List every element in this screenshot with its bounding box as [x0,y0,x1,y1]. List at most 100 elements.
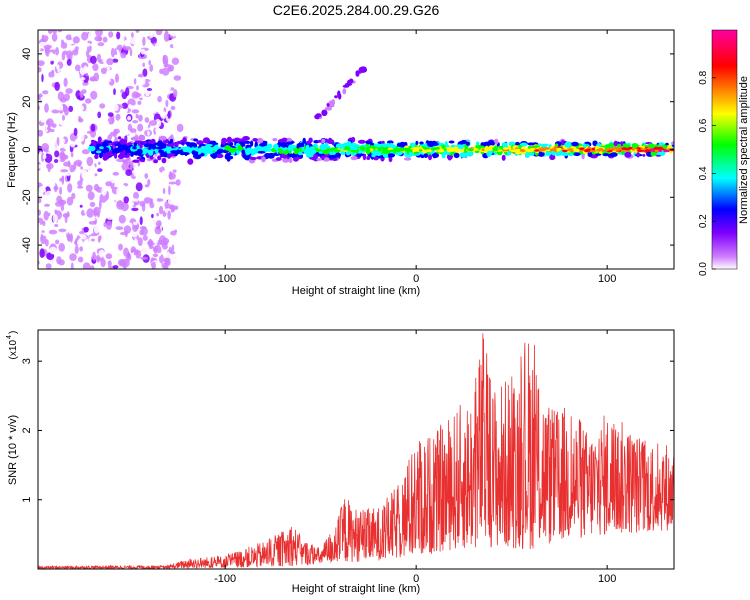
spectrogram-noise-cell [167,197,176,205]
spectrogram-noise-cell [79,105,84,111]
spectrogram-trace-cell [293,156,301,160]
spectrogram-noise-cell [118,214,126,224]
colorbar-label: Normalized spectral amplitude [738,76,750,224]
spectrogram-trace-cell [613,140,618,147]
spectrogram-noise-cell [136,85,139,91]
spectrogram-trace-cell [106,140,113,144]
spectrogram-core-cell [418,149,423,152]
spectrogram-trace-cell [155,148,159,154]
spectrogram-trace-cell [224,145,231,151]
spectrogram-noise-cell [150,50,155,58]
spectrogram-noise-cell [134,210,139,219]
spectrogram-trace-cell [631,143,639,148]
spectrogram-noise-cell [40,118,46,123]
spectrogram-y-label: Frequency (Hz) [6,112,18,188]
spectrogram-secondary-cell [342,88,347,95]
spectrogram-trace-cell [211,152,218,159]
spectrogram-noise-cell [125,30,133,36]
spectrogram-noise-cell [38,186,46,193]
spectrogram-noise-cell [95,82,100,92]
spectrogram-noise-cell [131,207,139,212]
spectrogram-trace-cell [333,149,341,153]
spectrogram-core-cell [378,146,386,150]
spectrogram-noise-cell [95,30,103,37]
spectrogram-noise-cell [97,111,102,119]
spectrogram-noise-cell [123,196,129,204]
colorbar-ticks: 0.0 0.2 0.4 0.6 0.8 [698,70,716,276]
spectrogram-noise-cell [94,35,103,42]
spectrogram-trace-cell [221,137,228,144]
spectrogram-noise-cell [74,64,81,72]
snr-exponent: (x10 4 ) [6,331,19,360]
spectrogram-trace-cell [371,150,380,155]
spectrogram-noise-cell [106,78,111,83]
spectrogram-trace-cell [460,139,467,145]
spectrogram-trace-cell [193,138,199,142]
spectrogram-trace-cell [311,149,317,154]
spectrogram-noise-cell [48,52,55,62]
spectrogram-trace-cell [96,141,100,144]
spectrogram-trace-cell [136,148,143,155]
spectrogram-noise-cell [81,149,90,155]
spectrogram-noise-cell [149,64,154,72]
spectrogram-trace-cell [122,159,128,164]
spectrogram-core-cell [663,149,670,153]
spectrogram-trace-cell [564,141,572,148]
spectrogram-noise-cell [173,188,182,196]
spectrogram-trace-cell [205,143,213,147]
spectrogram-core-cell [382,148,387,152]
spectrogram-noise-cell [72,36,80,44]
spectrogram-noise-cell [142,235,148,241]
spectrogram-noise-cell [49,49,56,53]
spectrogram-trace-cell [237,145,243,152]
spectrogram-trace-cell [317,139,322,143]
spectrogram-noise-cell [135,182,143,192]
spectrogram-noise-cell [179,54,187,65]
spectrogram-noise-cell [47,183,56,187]
spectrogram-noise-cell [44,153,53,163]
spectrogram-core-cell [388,149,393,153]
spectrogram-trace-cell [267,152,275,159]
spectrogram-core-cell [591,147,596,151]
spectrogram-trace-cell [302,137,306,144]
spectrogram-noise-cell [43,44,52,49]
spectrogram-trace-cell [433,155,437,159]
spectrogram-noise-cell [92,251,96,261]
spectrogram-noise-cell [98,179,105,188]
spectrogram-noise-cell [51,32,58,42]
spectrogram-trace-cell [475,141,480,146]
spectrogram-noise-cell [131,32,134,38]
spectrogram-noise-cell [53,186,59,191]
spectrogram-trace-cell [132,159,140,163]
spectrogram-noise-cell [118,243,123,251]
spectrogram-noise-cell [69,141,76,148]
spectrogram-noise-cell [51,90,59,101]
spectrogram-trace-cell [271,148,275,153]
spectrogram-noise-cell [160,111,168,119]
spectrogram-noise-cell [59,151,65,161]
spectrogram-trace-cell [263,140,268,145]
spectrogram-noise-cell [124,130,131,135]
spectrogram-noise-cell [82,262,91,269]
spectrogram-noise-cell [119,82,126,88]
spectrogram-trace-cell [316,157,323,161]
spectrogram-noise-cell [53,142,58,151]
spectrogram-trace-cell [381,140,385,144]
spectrogram-noise-cell [47,30,53,35]
spectrogram-noise-cell [115,42,124,46]
spectrogram-core-cell [585,148,591,152]
spectrogram-noise-cell [120,89,124,94]
spectrogram-trace-cell [185,141,191,146]
spectrogram-noise-cell [63,77,68,88]
spectrogram-noise-cell [86,156,94,167]
spectrogram-trace-cell [241,149,246,155]
spectrogram-noise-cell [97,235,101,243]
spectrogram-core-cell [549,148,556,151]
spectrogram-core-cell [386,147,394,151]
spectrogram-noise-cell [55,239,60,245]
spectrogram-noise-cell [121,32,125,43]
spectrogram-trace-cell [239,141,248,144]
spectrogram-noise-cell [84,98,92,104]
spectrogram-noise-cell [125,253,132,262]
spectrogram-trace-cell [290,144,296,150]
